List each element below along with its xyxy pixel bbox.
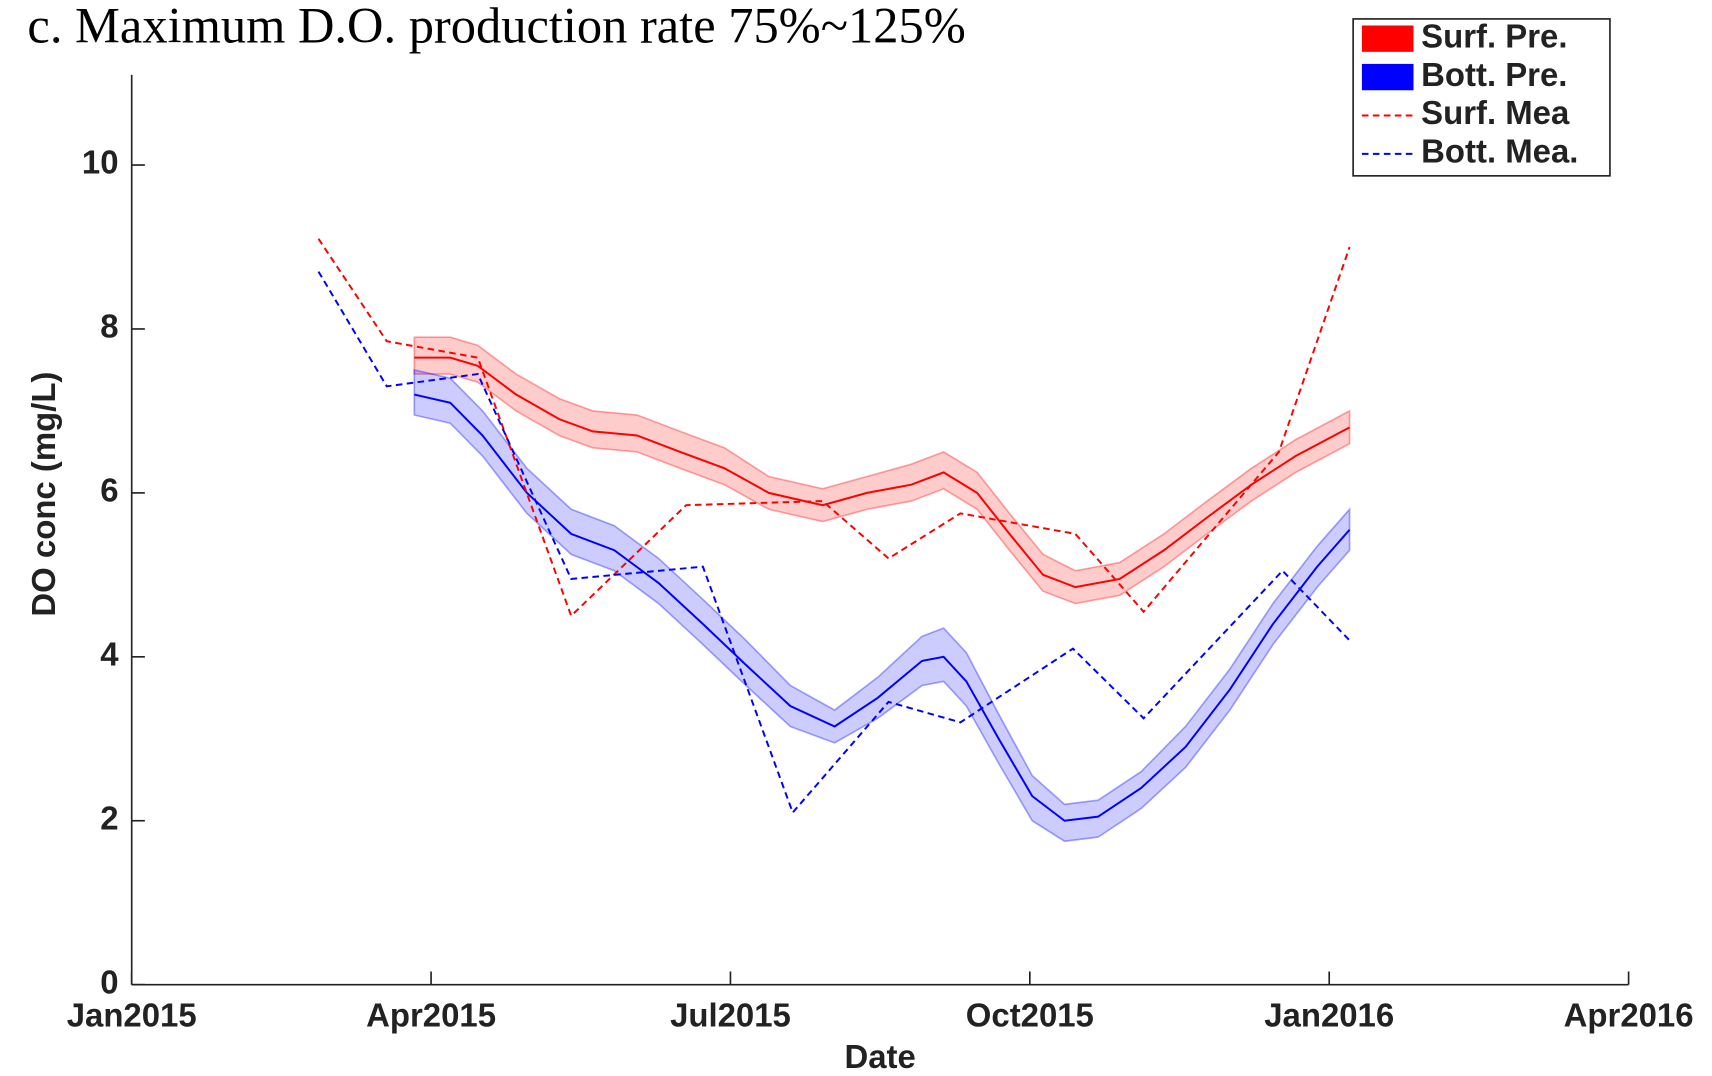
y-tick-label: 0 [100,963,118,1000]
y-tick-label: 6 [100,472,118,509]
y-tick-label: 4 [100,636,119,673]
x-tick-label: Oct2015 [966,996,1094,1033]
uncertainty-band [413,368,1351,843]
x-axis-label: Date [844,1038,915,1075]
legend-swatch [1361,25,1414,52]
legend-label: Surf. Pre. [1421,17,1567,54]
legend-label: Surf. Mea [1421,94,1570,131]
y-tick-label: 2 [100,799,118,836]
x-tick-label: Apr2015 [366,996,496,1033]
y-tick-label: 8 [100,308,118,345]
legend-label: Bott. Pre. [1421,56,1567,93]
measurement-line [317,238,1351,618]
uncertainty-band [413,336,1351,605]
prediction-line [414,393,1351,822]
legend-swatch [1361,63,1414,91]
y-tick-label: 10 [82,144,119,181]
chart-title: c. Maximum D.O. production rate 75%~125% [27,0,965,54]
measurement-line [317,271,1351,815]
x-tick-label: Jan2016 [1264,996,1394,1033]
legend-label: Bott. Mea. [1421,133,1578,170]
x-tick-label: Apr2016 [1564,996,1694,1033]
y-axis-label: DO conc (mg/L) [25,372,62,617]
x-tick-label: Jul2015 [670,996,791,1033]
prediction-line [414,356,1351,589]
x-tick-label: Jan2015 [67,996,197,1033]
